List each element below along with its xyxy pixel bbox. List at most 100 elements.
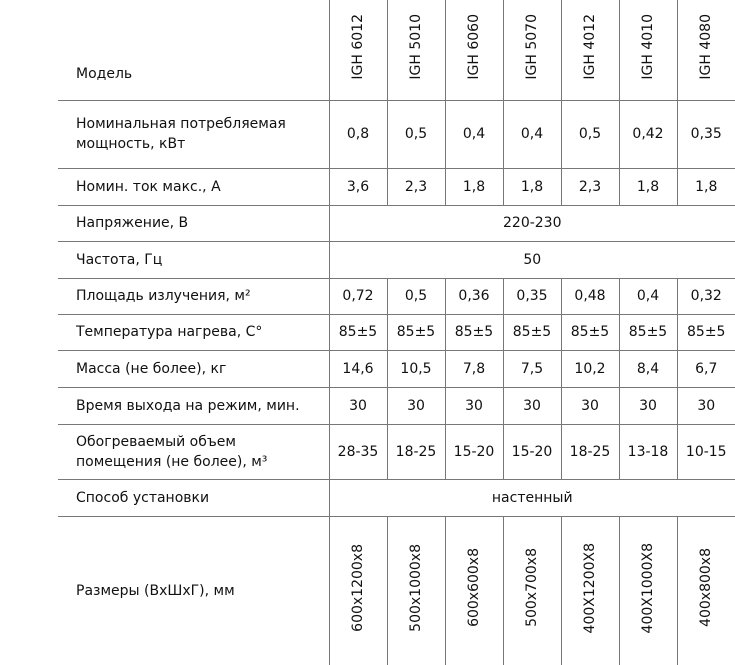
spec-label: Масса (не более), кг — [58, 349, 329, 387]
spec-table: Модель IGH 6012 IGH 5010 IGH 6060 IGH 5070 IG… — [58, 0, 735, 665]
spec-value: 2,3 — [386, 167, 445, 205]
spec-value: 0,35 — [502, 277, 561, 314]
spec-row: Обогреваемый объем помещения (не более),… — [58, 423, 735, 479]
spec-row: Частота, Гц 50 — [58, 240, 735, 278]
spec-value: 15-20 — [502, 423, 561, 479]
spec-value: 30 — [328, 386, 387, 424]
spec-label: Время выхода на режим, мин. — [58, 386, 329, 424]
spec-value: 400X1200X8 — [560, 515, 619, 665]
spec-row: Номинальная потребляемая мощность, кВт 0,… — [58, 99, 735, 168]
rotated-text: 500x700x8 — [524, 548, 540, 628]
spec-row: Номин. ток макс., А 3,6 2,3 1,8 1,8 2,3 1,8 1,8 — [58, 167, 735, 205]
spec-value-merged: 220-230 — [328, 204, 735, 241]
spec-row: Напряжение, В 220-230 — [58, 204, 735, 241]
spec-value: 85±5 — [502, 313, 561, 350]
model-name: IGH 5070 — [502, 0, 561, 100]
spec-label: Способ установки — [58, 478, 329, 516]
spec-label: Размеры (ВхШхГ), мм — [58, 515, 329, 665]
rotated-text: IGH 5070 — [524, 14, 540, 80]
spec-value: 10-15 — [676, 423, 735, 479]
spec-row: Площадь излучения, м² 0,72 0,5 0,36 0,35 0,48… — [58, 277, 735, 314]
spec-value: 85±5 — [444, 313, 503, 350]
spec-row: Способ установки настенный — [58, 478, 735, 516]
spec-value: 85±5 — [618, 313, 677, 350]
spec-value: 400X1000X8 — [618, 515, 677, 665]
spec-value-merged: настенный — [328, 478, 735, 516]
spec-value: 30 — [618, 386, 677, 424]
spec-label: Напряжение, В — [58, 204, 329, 241]
spec-value: 0,35 — [676, 99, 735, 168]
rotated-text: IGH 5010 — [408, 14, 424, 80]
spec-value: 85±5 — [560, 313, 619, 350]
model-name: IGH 4010 — [618, 0, 677, 100]
spec-value: 85±5 — [328, 313, 387, 350]
spec-value: 30 — [386, 386, 445, 424]
spec-value: 30 — [676, 386, 735, 424]
spec-value: 1,8 — [502, 167, 561, 205]
spec-value: 15-20 — [444, 423, 503, 479]
spec-value: 1,8 — [676, 167, 735, 205]
rotated-text: IGH 4010 — [640, 14, 656, 80]
header-row: Модель IGH 6012 IGH 5010 IGH 6060 IGH 5070 IG… — [58, 0, 735, 100]
spec-value-merged: 50 — [328, 240, 735, 278]
spec-value: 0,48 — [560, 277, 619, 314]
spec-value: 10,5 — [386, 349, 445, 387]
spec-label: Температура нагрева, С° — [58, 313, 329, 350]
spec-value: 3,6 — [328, 167, 387, 205]
spec-value: 28-35 — [328, 423, 387, 479]
spec-row: Время выхода на режим, мин. 30 30 30 30 30 30 3… — [58, 386, 735, 424]
spec-value: 85±5 — [676, 313, 735, 350]
header-label: Модель — [76, 65, 133, 82]
model-name: IGH 5010 — [386, 0, 445, 100]
spec-value: 30 — [502, 386, 561, 424]
spec-value: 10,2 — [560, 349, 619, 387]
spec-value: 13-18 — [618, 423, 677, 479]
spec-value: 0,36 — [444, 277, 503, 314]
spec-label: Обогреваемый объем помещения (не более),… — [58, 423, 329, 479]
spec-value: 500x700x8 — [502, 515, 561, 665]
spec-value: 7,5 — [502, 349, 561, 387]
spec-value: 8,4 — [618, 349, 677, 387]
model-name: IGH 6060 — [444, 0, 503, 100]
spec-row: Размеры (ВхШхГ), мм 600x1200x8 500x1000x8 6… — [58, 515, 735, 665]
spec-value: 6,7 — [676, 349, 735, 387]
rotated-text: 600x1200x8 — [350, 543, 366, 632]
spec-value: 0,32 — [676, 277, 735, 314]
spec-value: 500x1000x8 — [386, 515, 445, 665]
spec-value: 18-25 — [386, 423, 445, 479]
spec-value: 14,6 — [328, 349, 387, 387]
spec-row: Температура нагрева, С° 85±5 85±5 85±5 85±5 8… — [58, 313, 735, 350]
spec-value: 18-25 — [560, 423, 619, 479]
model-name: IGH 4012 — [560, 0, 619, 100]
spec-value: 400x800x8 — [676, 515, 735, 665]
rotated-text: 400X1000X8 — [640, 542, 656, 633]
rotated-text: IGH 6012 — [350, 14, 366, 80]
spec-label: Номинальная потребляемая мощность, кВт — [58, 99, 329, 168]
spec-value: 0,4 — [444, 99, 503, 168]
spec-value: 0,5 — [386, 99, 445, 168]
spec-label: Площадь излучения, м² — [58, 277, 329, 314]
spec-value: 0,72 — [328, 277, 387, 314]
spec-value: 2,3 — [560, 167, 619, 205]
spec-value: 1,8 — [444, 167, 503, 205]
rotated-text: 400X1200X8 — [582, 542, 598, 633]
spec-label: Номин. ток макс., А — [58, 167, 329, 205]
spec-value: 0,42 — [618, 99, 677, 168]
spec-value: 30 — [560, 386, 619, 424]
spec-value: 0,4 — [502, 99, 561, 168]
model-name: IGH 6012 — [328, 0, 387, 100]
rotated-text: 600x600x8 — [466, 548, 482, 628]
model-name: IGH 4080 — [676, 0, 735, 100]
spec-value: 85±5 — [386, 313, 445, 350]
spec-value: 600x1200x8 — [328, 515, 387, 665]
spec-label: Частота, Гц — [58, 240, 329, 278]
rotated-text: 400x800x8 — [698, 548, 715, 628]
spec-value: 0,5 — [560, 99, 619, 168]
spec-value: 600x600x8 — [444, 515, 503, 665]
rotated-text: IGH 4012 — [582, 14, 598, 80]
rotated-text: IGH 4080 — [698, 14, 715, 80]
table-body: Модель IGH 6012 IGH 5010 IGH 6060 IGH 5070 IG… — [58, 0, 735, 665]
rotated-text: 500x1000x8 — [408, 543, 424, 632]
spec-value: 0,4 — [618, 277, 677, 314]
